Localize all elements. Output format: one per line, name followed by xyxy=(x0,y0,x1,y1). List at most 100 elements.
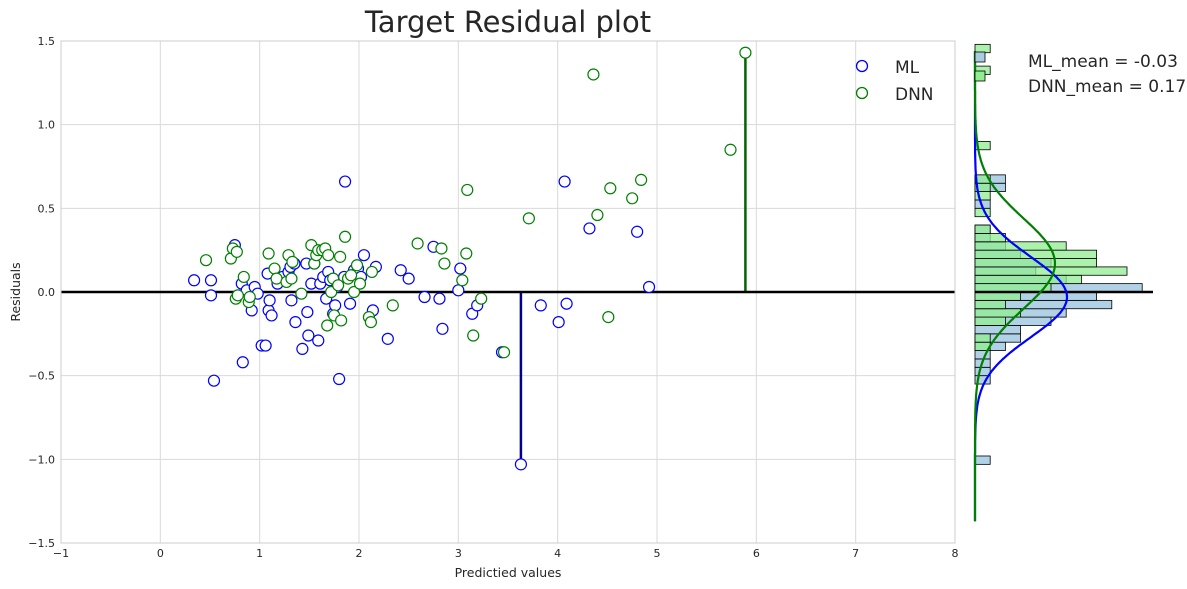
tick-labels: −1 0 1 2 3 4 5 6 7 8 −1.5 −1.0 −0.5 0.0 0.5 1.0 1.5 xyxy=(28,35,958,560)
ml-point xyxy=(289,316,302,329)
x-tick-label: 7 xyxy=(852,547,859,560)
ml-point xyxy=(343,297,357,310)
dnn-point xyxy=(475,292,488,305)
x-tick-label: 8 xyxy=(952,547,959,560)
dnn-hist-bar xyxy=(974,224,991,234)
dnn-point xyxy=(438,257,451,270)
plot-frame xyxy=(60,40,956,544)
y-tick-label: −0.5 xyxy=(28,370,55,383)
dnn-point xyxy=(591,208,604,222)
dnn-point xyxy=(332,279,345,292)
ml-point xyxy=(259,339,272,352)
dnn-point xyxy=(411,237,424,250)
dnn-point xyxy=(285,272,298,285)
ml-point xyxy=(204,289,218,302)
ml-point xyxy=(436,322,449,335)
dnn-point xyxy=(365,265,379,279)
legend-ml-label: ML xyxy=(895,58,920,78)
ml-point xyxy=(418,290,431,304)
ml-point xyxy=(285,294,298,307)
dnn-point xyxy=(497,346,511,359)
dnn-point xyxy=(321,319,334,332)
ml-point xyxy=(357,249,371,262)
ml-point xyxy=(338,175,352,188)
y-tick-label: −1.0 xyxy=(28,453,55,466)
dnn-point xyxy=(435,242,448,255)
dnn-point xyxy=(295,287,308,300)
kde-dnn-curve xyxy=(973,51,1057,522)
ml-hist-bar xyxy=(974,366,991,377)
marginal-legend-dnn-label: DNN_mean = 0.17 xyxy=(1028,77,1186,97)
ml-point xyxy=(402,272,415,285)
dnn-point xyxy=(461,183,474,197)
ml-point xyxy=(204,274,218,287)
ml-point xyxy=(394,264,407,277)
dnn-point xyxy=(587,68,600,81)
ml-point xyxy=(558,175,571,188)
dnn-point xyxy=(334,250,347,263)
ml-hist-bar xyxy=(974,455,991,465)
dnn-hist-bar xyxy=(974,308,1021,318)
marginal-legend-ml-label: ML_mean = -0.03 xyxy=(1028,52,1178,72)
dnn-hist-bar xyxy=(974,291,1021,301)
ml-point xyxy=(301,305,314,319)
ml-point xyxy=(454,262,467,275)
dnn-point xyxy=(456,274,469,287)
x-tick-label: 1 xyxy=(256,547,263,560)
ml-point xyxy=(329,299,342,312)
dnn-hist-bar xyxy=(974,283,1052,293)
ml-point xyxy=(381,332,394,345)
marginal-legend-ml-patch-2 xyxy=(974,70,986,82)
dnn-point xyxy=(344,269,358,282)
y-tick-label: 0.0 xyxy=(38,286,56,299)
ml-point xyxy=(642,280,656,294)
dnn-point xyxy=(268,262,281,275)
dnn-point xyxy=(364,316,378,329)
marginal-histogram xyxy=(974,43,1143,465)
dnn-point xyxy=(230,245,243,258)
ml-point xyxy=(263,294,276,307)
dnn-hist-bar xyxy=(974,249,1097,259)
x-tick-label: 5 xyxy=(654,547,661,560)
y-axis-label: Residuals xyxy=(8,262,23,321)
dnn-hist-bar xyxy=(974,316,1006,326)
ml-point xyxy=(631,225,644,238)
ml-point xyxy=(302,329,315,342)
dnn-point xyxy=(262,247,275,260)
ml-point xyxy=(333,372,346,386)
y-tick-label: 1.5 xyxy=(38,35,56,48)
dnn-point xyxy=(237,270,250,284)
dnn-hist-bar xyxy=(974,299,1006,310)
dnn-point xyxy=(243,290,256,304)
y-tick-label: −1.5 xyxy=(28,537,55,550)
ml-point xyxy=(207,374,221,387)
ml-point xyxy=(312,334,325,347)
dnn-point xyxy=(199,254,213,267)
dnn-point xyxy=(231,289,244,302)
dnn-point xyxy=(460,247,473,260)
dnn-point xyxy=(338,230,352,243)
legend-dnn-label: DNN xyxy=(895,85,934,105)
dnn-point xyxy=(353,277,367,290)
dnn-point xyxy=(626,192,639,205)
y-tick-label: 0.5 xyxy=(38,202,56,215)
dnn-hist-bar xyxy=(974,174,991,184)
dnn-point xyxy=(467,329,480,342)
dnn-point xyxy=(270,272,283,285)
ml-point xyxy=(236,356,249,369)
chart-title: Target Residual plot xyxy=(364,5,651,39)
x-tick-label: 0 xyxy=(157,547,164,560)
dnn-hist-bar xyxy=(974,43,991,54)
dnn-point xyxy=(724,143,737,156)
dnn-point xyxy=(739,46,752,59)
dnn-point xyxy=(635,173,648,186)
dnn-point xyxy=(350,259,364,272)
x-tick-label: 6 xyxy=(753,547,760,560)
dnn-hist-bar xyxy=(974,274,1082,285)
residual-stems xyxy=(519,52,747,465)
ml-point xyxy=(534,299,547,312)
ml-point xyxy=(514,458,528,471)
legend: ML DNN xyxy=(855,58,934,105)
legend-ml-marker xyxy=(855,59,869,73)
dnn-point xyxy=(347,285,361,299)
